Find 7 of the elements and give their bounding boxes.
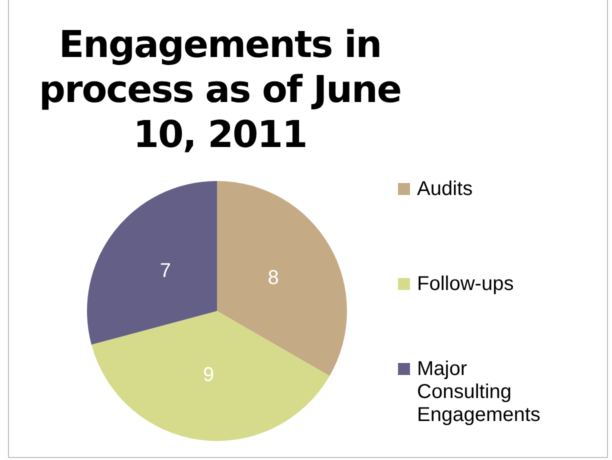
data-label: 7 [160,260,171,282]
data-label: 9 [202,364,214,386]
data-label: 8 [268,267,279,290]
legend-label: Major Consulting Engagements [417,358,542,427]
legend-label: Follow-ups [417,273,515,296]
chart-title: Engagements in process as of June 10, 2011 [38,22,402,157]
legend-label: Audits [417,178,474,201]
